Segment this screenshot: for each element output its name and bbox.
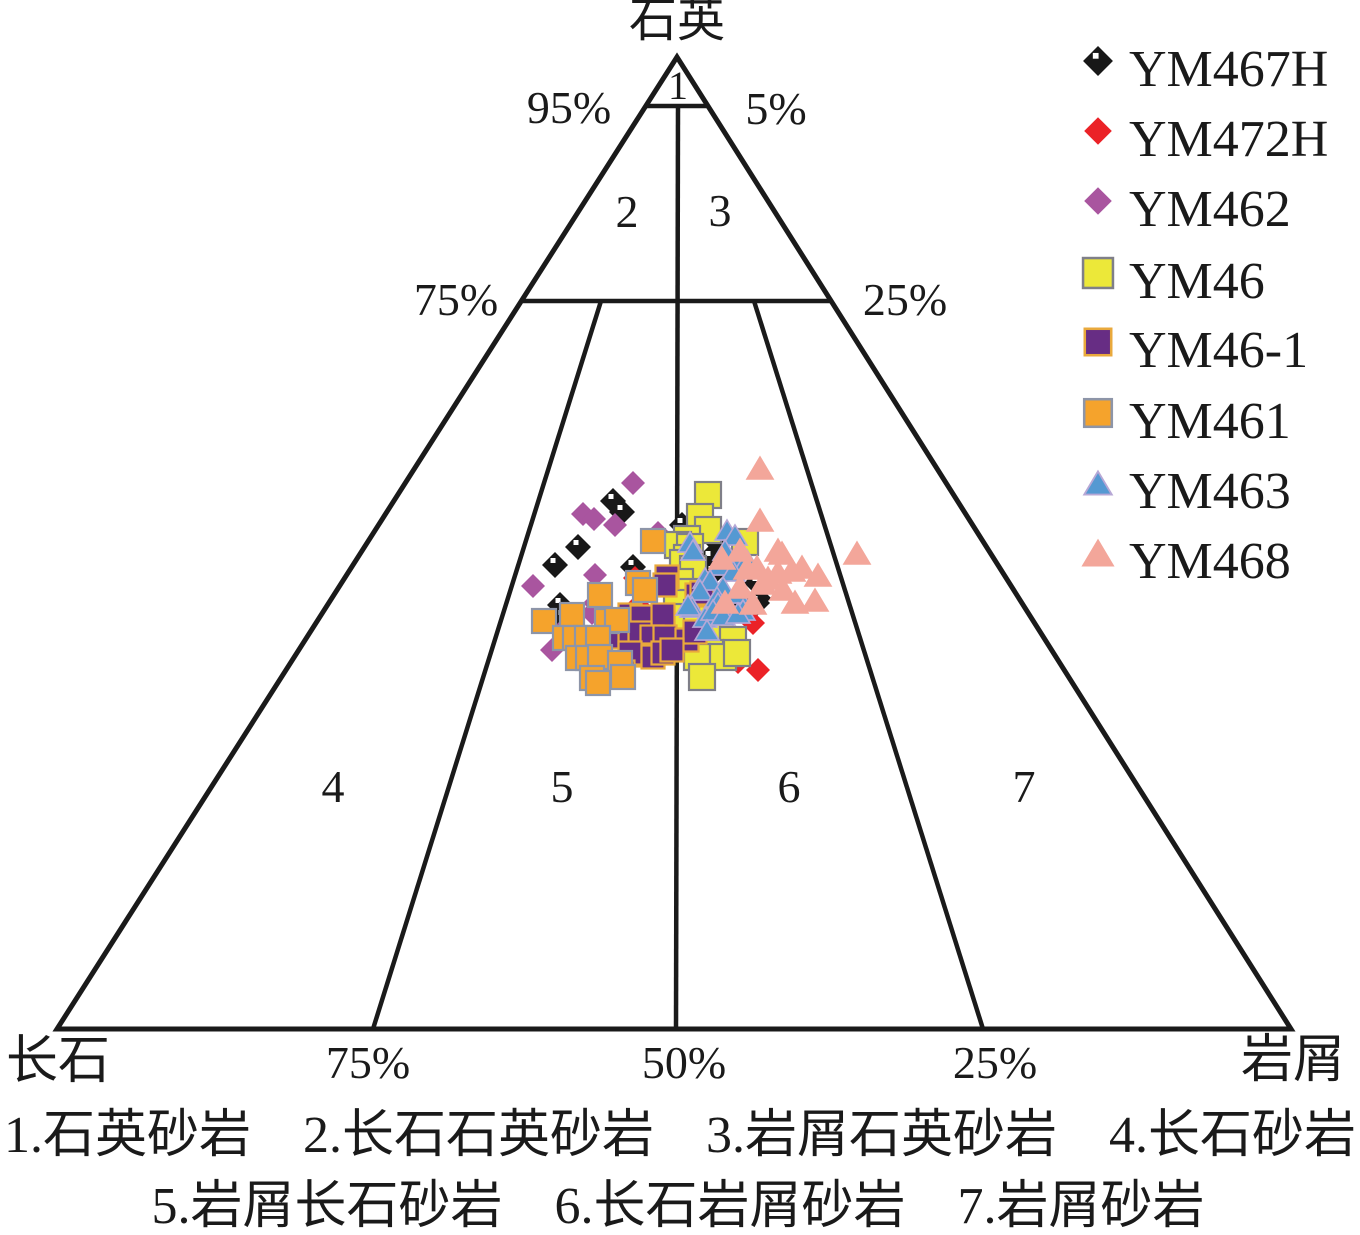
point-marker-YM463 [686,578,714,601]
region-7-number: 7 [1012,761,1036,812]
legend-marker-YM46-1 [1075,327,1121,374]
point-marker-YM468 [725,537,755,562]
point-marker-YM468 [725,574,755,599]
point-marker-YM462 [1084,187,1112,215]
base-25-label: 25% [952,1037,1038,1088]
region4-5-division-line [370,300,604,1030]
point-marker-YM461 [558,601,586,629]
point-marker-YM463 [674,593,702,616]
legend-label-YM461: YM461 [1129,393,1291,450]
region-4-number: 4 [321,761,345,812]
point-marker-YM467H [542,552,568,578]
point-marker-YM461 [586,581,614,609]
triangle-outline [52,52,1296,1032]
axis-label-quartz: 石英 [628,0,726,47]
point-marker-YM472H [746,658,770,682]
legend-label-YM463: YM463 [1129,463,1291,520]
legend-item-YM461: YM461 [1075,390,1291,454]
legend-marker-YM463 [1075,469,1121,515]
point-marker-YM468 [748,570,778,595]
region-6-number: 6 [777,761,801,812]
legend-label-YM46-1: YM46-1 [1129,322,1309,379]
point-marker-YM468 [780,589,810,614]
point-marker-YM467H [565,534,591,560]
point-marker-YM46 [1081,256,1115,290]
point-marker-YM468 [745,507,775,532]
legend-item-YM463: YM463 [1075,460,1291,524]
caption-line-1: 1.石英砂岩 2.长石石英砂岩 3.岩屑石英砂岩 4.长石砂岩 [3,1107,1357,1164]
legend-label-YM467H: YM467H [1129,41,1329,98]
point-marker-YM461 [639,527,667,555]
q95-left-label: 95% [526,82,612,133]
legend-label-YM462: YM462 [1129,181,1291,238]
point-marker-YM46-1 [1083,327,1113,357]
legend-item-YM467H: YM467H [1075,38,1328,102]
legend-label-YM468: YM468 [1129,533,1291,590]
point-marker-YM461 [631,576,659,604]
point-marker-YM463 [1082,469,1114,496]
point-marker-YM462 [603,513,627,537]
point-marker-YM463 [679,538,707,561]
q75-right-label: 25% [862,274,948,325]
legend-marker-YM472H [1075,117,1121,163]
point-marker-YM468 [1081,538,1115,567]
region-1-number: 1 [668,63,688,108]
point-marker-YM462 [621,471,645,495]
point-marker-YM462 [582,507,606,531]
point-marker-YM462 [583,563,607,587]
legend-marker-YM46 [1075,256,1121,305]
axis-label-feldspar: 长石 [5,1033,111,1090]
legend-marker-YM461 [1075,397,1121,445]
point-marker-YM468 [710,589,740,614]
legend-item-YM468: YM468 [1075,530,1291,594]
legend-marker-YM462 [1075,187,1121,233]
legend-marker-YM467H [1075,46,1121,93]
q75-left-label: 75% [413,274,499,325]
point-marker-YM468 [800,587,830,612]
legend-item-YM46: YM46 [1075,250,1265,314]
legend-item-YM472H: YM472H [1075,108,1328,172]
point-marker-YM46 [722,638,752,668]
caption-line-2: 5.岩屑长石砂岩 6.长石岩屑砂岩 7.岩屑砂岩 [151,1178,1205,1235]
point-marker-YM461 [584,669,612,697]
base-75-label: 75% [325,1037,411,1088]
point-marker-YM462 [521,574,545,598]
legend-item-YM46-1: YM46-1 [1075,319,1308,383]
point-marker-YM461 [1082,397,1114,429]
point-marker-YM468 [732,555,762,580]
base-50-label: 50% [641,1037,727,1088]
point-marker-YM461 [609,663,637,691]
point-marker-YM46-1 [650,602,676,628]
point-marker-YM468 [745,455,775,480]
point-marker-YM468 [767,540,797,565]
region-2-number: 2 [615,186,639,237]
region6-7-division-line [751,300,986,1030]
point-marker-YM463 [696,568,724,591]
point-marker-YM46-1 [659,637,685,663]
legend-marker-YM468 [1075,538,1121,585]
point-marker-YM468 [787,554,817,579]
region-5-number: 5 [550,761,574,812]
legend-label-YM472H: YM472H [1129,111,1329,168]
region-3-number: 3 [708,185,732,236]
point-marker-YM468 [738,590,768,615]
point-marker-YM468 [842,540,872,565]
legend-item-YM462: YM462 [1075,178,1291,242]
point-marker-YM468 [803,562,833,587]
data-points-layer [521,455,872,697]
point-marker-YM463 [693,618,721,641]
axis-label-lithics: 岩屑 [1240,1032,1346,1089]
point-marker-YM46 [687,662,717,692]
legend-label-YM46: YM46 [1129,253,1265,310]
point-marker-YM467H [1083,46,1113,76]
q95-right-label: 5% [745,83,807,134]
point-marker-YM472H [1084,117,1112,145]
